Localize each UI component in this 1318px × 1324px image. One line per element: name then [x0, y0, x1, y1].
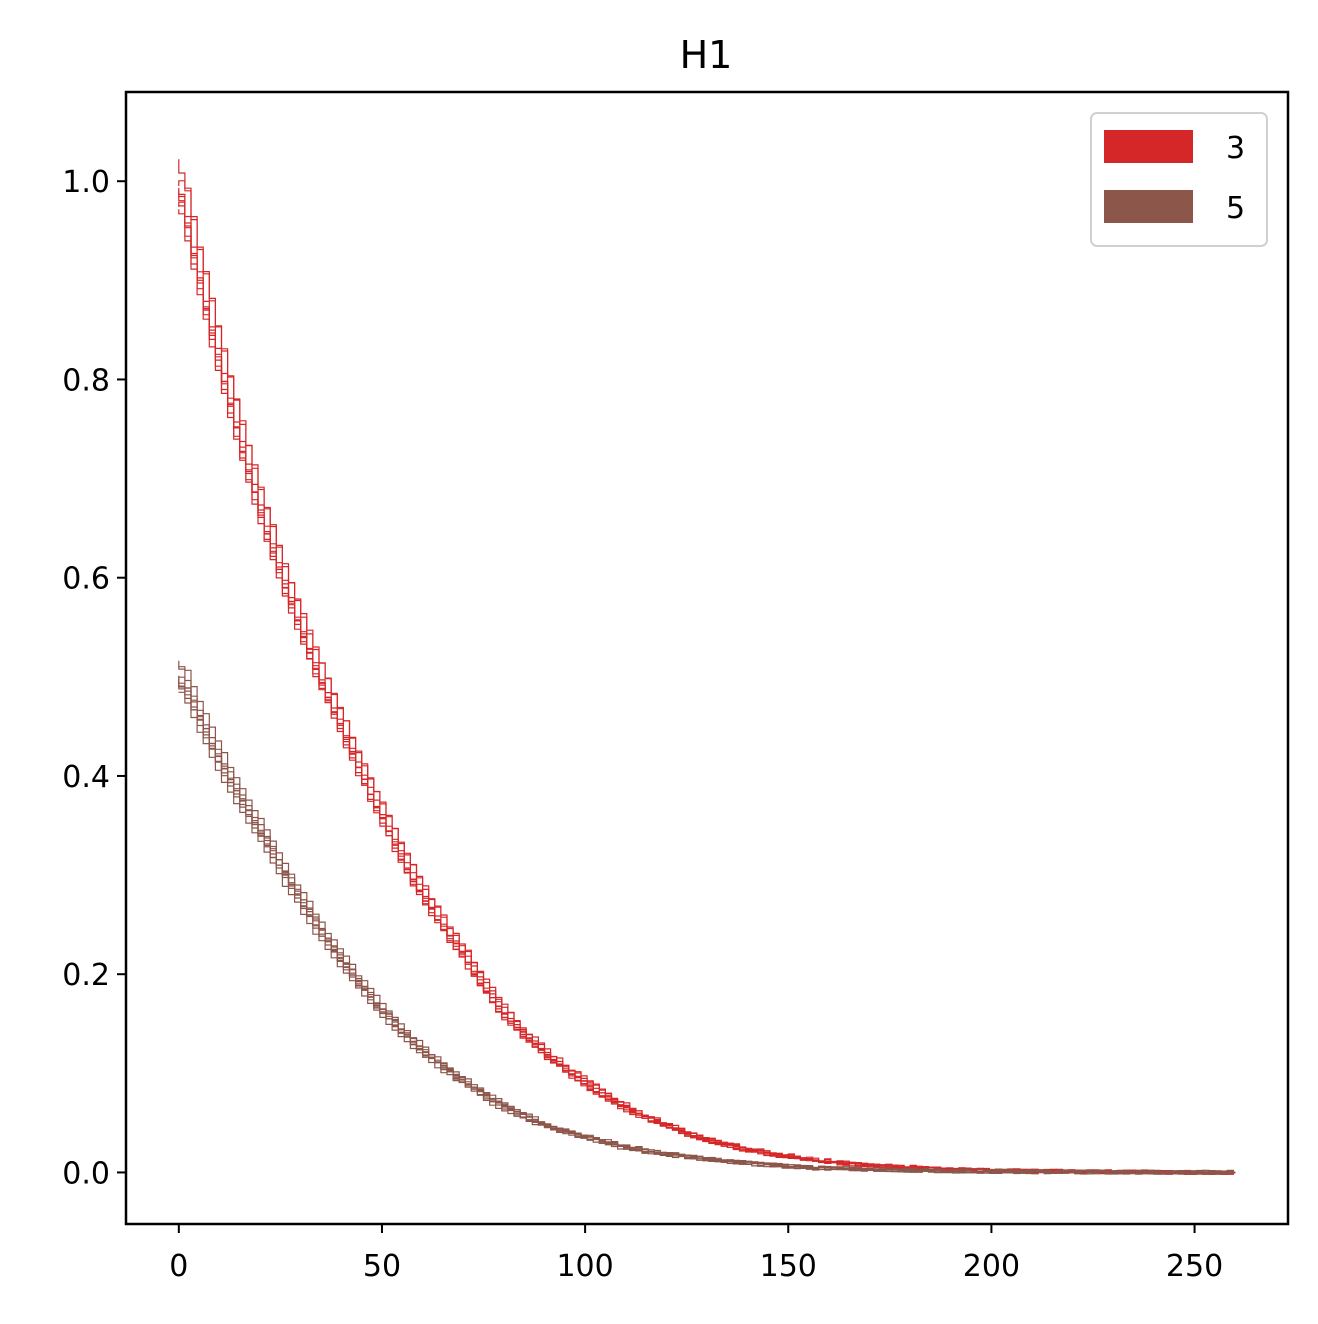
series-5-line-2	[178, 675, 1236, 1175]
y-axis: 0.0 0.2 0.4 0.6 0.8 1.0	[62, 165, 126, 1191]
series-5-line-1	[178, 691, 1236, 1175]
x-tick-label-100: 100	[556, 1249, 613, 1284]
series-3-line-3	[178, 205, 1236, 1175]
chart-title: H1	[680, 33, 733, 77]
series-5-line-6	[178, 660, 1236, 1175]
legend-swatch-5	[1104, 190, 1193, 223]
series-layer	[178, 159, 1236, 1175]
series-3-line-8	[178, 180, 1236, 1175]
x-tick-label-0: 0	[169, 1249, 188, 1284]
legend-label-3: 3	[1226, 131, 1245, 166]
legend-label-5: 5	[1226, 191, 1245, 226]
series-3-line-6	[178, 201, 1236, 1175]
series-5-line-5	[178, 684, 1236, 1175]
series-3-line-4	[178, 187, 1236, 1175]
plot-area-frame	[124, 90, 1290, 1226]
x-tick-label-200: 200	[963, 1249, 1020, 1284]
x-tick-label-250: 250	[1166, 1249, 1223, 1284]
series-5-line-4	[178, 676, 1236, 1175]
series-3-line-5	[178, 209, 1236, 1175]
series-5-line-7	[178, 666, 1236, 1175]
y-tick-label-0.8: 0.8	[62, 363, 110, 398]
x-tick-label-150: 150	[760, 1249, 817, 1284]
series-5-line-8	[178, 677, 1236, 1175]
legend-swatch-3	[1104, 130, 1193, 163]
x-tick-label-50: 50	[363, 1249, 401, 1284]
y-tick-label-0.4: 0.4	[62, 760, 110, 795]
y-tick-label-1.0: 1.0	[62, 165, 110, 200]
y-tick-label-0.6: 0.6	[62, 562, 110, 597]
y-tick-label-0.0: 0.0	[62, 1156, 110, 1191]
series-3-line-7	[178, 191, 1236, 1175]
y-tick-label-0.2: 0.2	[62, 958, 110, 993]
series-3-line-2	[178, 195, 1236, 1175]
series-3-line-1	[178, 159, 1236, 1175]
x-axis: 0 50 100 150 200 250	[169, 1224, 1223, 1284]
legend: 35	[1090, 112, 1268, 247]
series-5-line-3	[178, 679, 1236, 1175]
